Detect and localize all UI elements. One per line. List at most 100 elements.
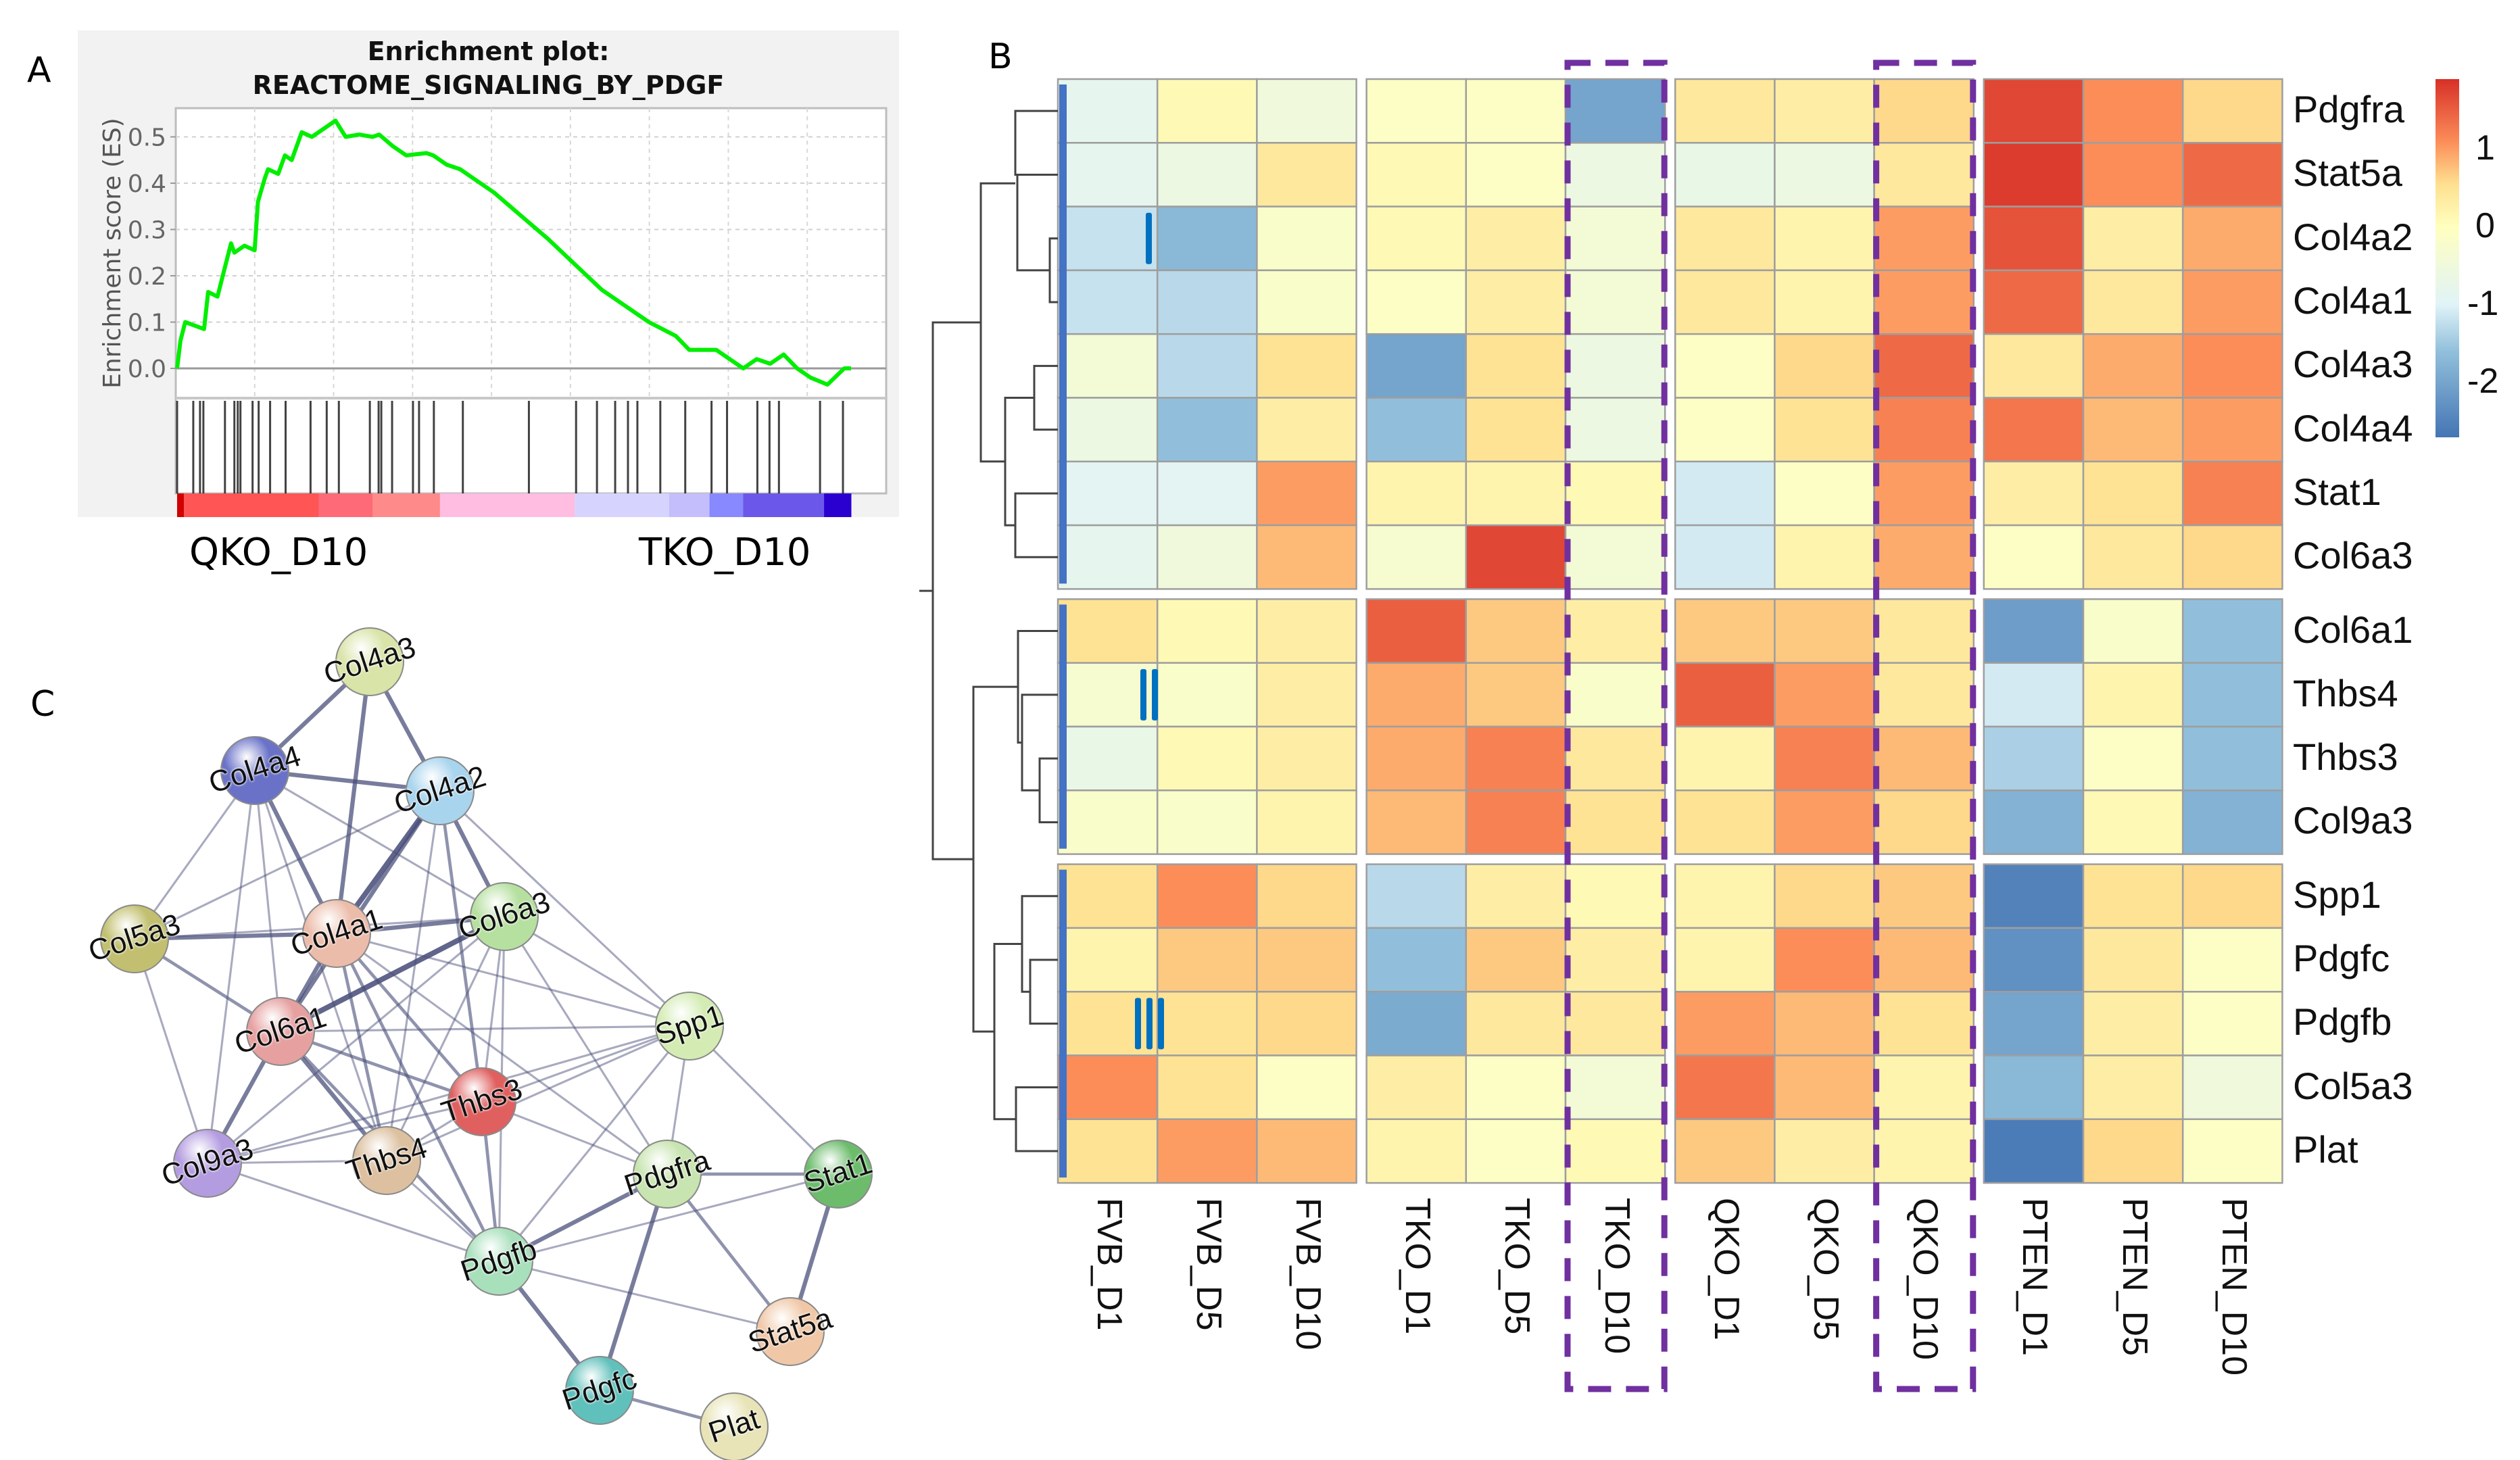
panel-label-b: B: [988, 36, 1013, 77]
dendrogram-branch: [1014, 110, 1058, 176]
heatmap-cell: [1365, 205, 1468, 272]
network-edge: [279, 914, 506, 1034]
network-node-col4a1: [302, 899, 371, 968]
network-edge: [253, 770, 282, 1032]
row-label-col6a3: Col6a3: [2293, 534, 2413, 577]
network-node-stat1: [804, 1140, 873, 1209]
cluster-marker-III: [1158, 998, 1164, 1050]
heatmap-cell: [1983, 662, 2085, 728]
heatmap-cell: [2181, 460, 2283, 527]
heatmap-cell: [2082, 662, 2184, 728]
heatmap-cell: [1057, 789, 1159, 855]
network-edge: [498, 1173, 839, 1263]
network-edge: [207, 915, 505, 1165]
heatmap-cell: [2082, 142, 2184, 208]
heatmap-cell: [1057, 142, 1159, 208]
heatmap-cell: [2181, 1118, 2283, 1184]
heatmap-cell: [1564, 598, 1666, 664]
heatmap-cell: [1156, 333, 1258, 399]
heatmap-cell: [1564, 1054, 1666, 1121]
heatmap-cell: [2181, 789, 2283, 855]
heatmap-cell: [2082, 927, 2184, 993]
heatmap-cell: [1873, 78, 1975, 144]
network-node-col5a3: [100, 904, 169, 973]
network-edge: [134, 789, 441, 940]
row-label-pdgfb: Pdgfb: [2293, 1000, 2392, 1044]
heatmap-cell: [1156, 397, 1258, 463]
heatmap-cell: [1983, 333, 2085, 399]
network-node-thbs4: [352, 1126, 421, 1195]
network-edge: [335, 932, 483, 1103]
row-label-col5a3: Col5a3: [2293, 1064, 2413, 1107]
heatmap-cell: [2082, 78, 2184, 144]
heatmap-cell: [1674, 1054, 1776, 1121]
heatmap-cell: [1365, 598, 1468, 664]
heatmap-cell: [1465, 142, 1567, 208]
row-label-thbs4: Thbs4: [2293, 671, 2398, 714]
heatmap-cell: [1256, 78, 1357, 144]
heatmap-cell: [1465, 789, 1567, 855]
heatmap-cell: [1156, 725, 1258, 792]
heatmap-cell: [1564, 927, 1666, 993]
cluster-marker-II: [1140, 668, 1146, 721]
network-edge: [438, 790, 484, 1102]
heatmap-cell: [1564, 789, 1666, 855]
heatmap-cell: [1774, 863, 1875, 929]
heatmap-cell: [1774, 460, 1875, 527]
heatmap-cell: [1873, 269, 1975, 335]
network-node-pdgfb: [464, 1227, 533, 1296]
heatmap-cell: [1057, 269, 1159, 335]
legend-tick-label: -1: [2467, 284, 2499, 324]
heatmap-cell: [1774, 524, 1875, 590]
heatmap-cell: [2082, 205, 2184, 272]
row-label-spp1: Spp1: [2293, 873, 2381, 916]
heatmap-cell: [1057, 725, 1159, 792]
network-edge: [336, 932, 690, 1027]
network-edge: [253, 770, 388, 1161]
row-label-col9a3: Col9a3: [2293, 799, 2413, 842]
heatmap-cell: [1465, 1118, 1567, 1184]
heatmap-cell: [1156, 205, 1258, 272]
heatmap-cell: [1256, 789, 1357, 855]
row-label-thbs3: Thbs3: [2293, 735, 2398, 779]
heatmap-cell: [1983, 524, 2085, 590]
heatmap-cell: [1256, 598, 1357, 664]
heatmap-cell: [1674, 524, 1776, 590]
heatmap-cell: [1674, 725, 1776, 792]
network-node-spp1: [655, 992, 724, 1061]
network-edge: [385, 790, 441, 1161]
heatmap-cell: [1983, 460, 2085, 527]
heatmap-cell: [1365, 863, 1468, 929]
heatmap-cell: [2082, 725, 2184, 792]
heatmap-cell: [2082, 524, 2184, 590]
network-node-col4a4: [220, 736, 289, 805]
heatmap-cell: [1256, 142, 1357, 208]
heatmap-cell: [1156, 789, 1258, 855]
heatmap-cell: [2082, 789, 2184, 855]
heatmap-cell: [1774, 725, 1875, 792]
heatmap-cell: [1057, 598, 1159, 664]
network-edge: [335, 933, 389, 1161]
heatmap-cell: [1564, 990, 1666, 1056]
heatmap-cell: [1564, 725, 1666, 792]
heatmap-cell: [1465, 863, 1567, 929]
heatmap-cell: [1983, 598, 2085, 664]
heatmap-cell: [1873, 662, 1975, 728]
network-node-thbs3: [447, 1067, 516, 1136]
heatmap-cell: [1774, 662, 1875, 728]
network-node-stat5a: [756, 1297, 825, 1366]
network-edge: [207, 1162, 500, 1263]
heatmap-cell: [1873, 789, 1975, 855]
heatmap-cell: [1465, 662, 1567, 728]
heatmap-cell: [1057, 333, 1159, 399]
heatmap-cell: [2181, 524, 2283, 590]
heatmap-cell: [1674, 78, 1776, 144]
heatmap-cell: [1156, 662, 1258, 728]
heatmap-cell: [1057, 205, 1159, 272]
heatmap-cell: [1156, 524, 1258, 590]
network-edge: [280, 1029, 483, 1104]
heatmap-cell: [1873, 598, 1975, 664]
cluster-annotation-bar: [1059, 604, 1067, 849]
